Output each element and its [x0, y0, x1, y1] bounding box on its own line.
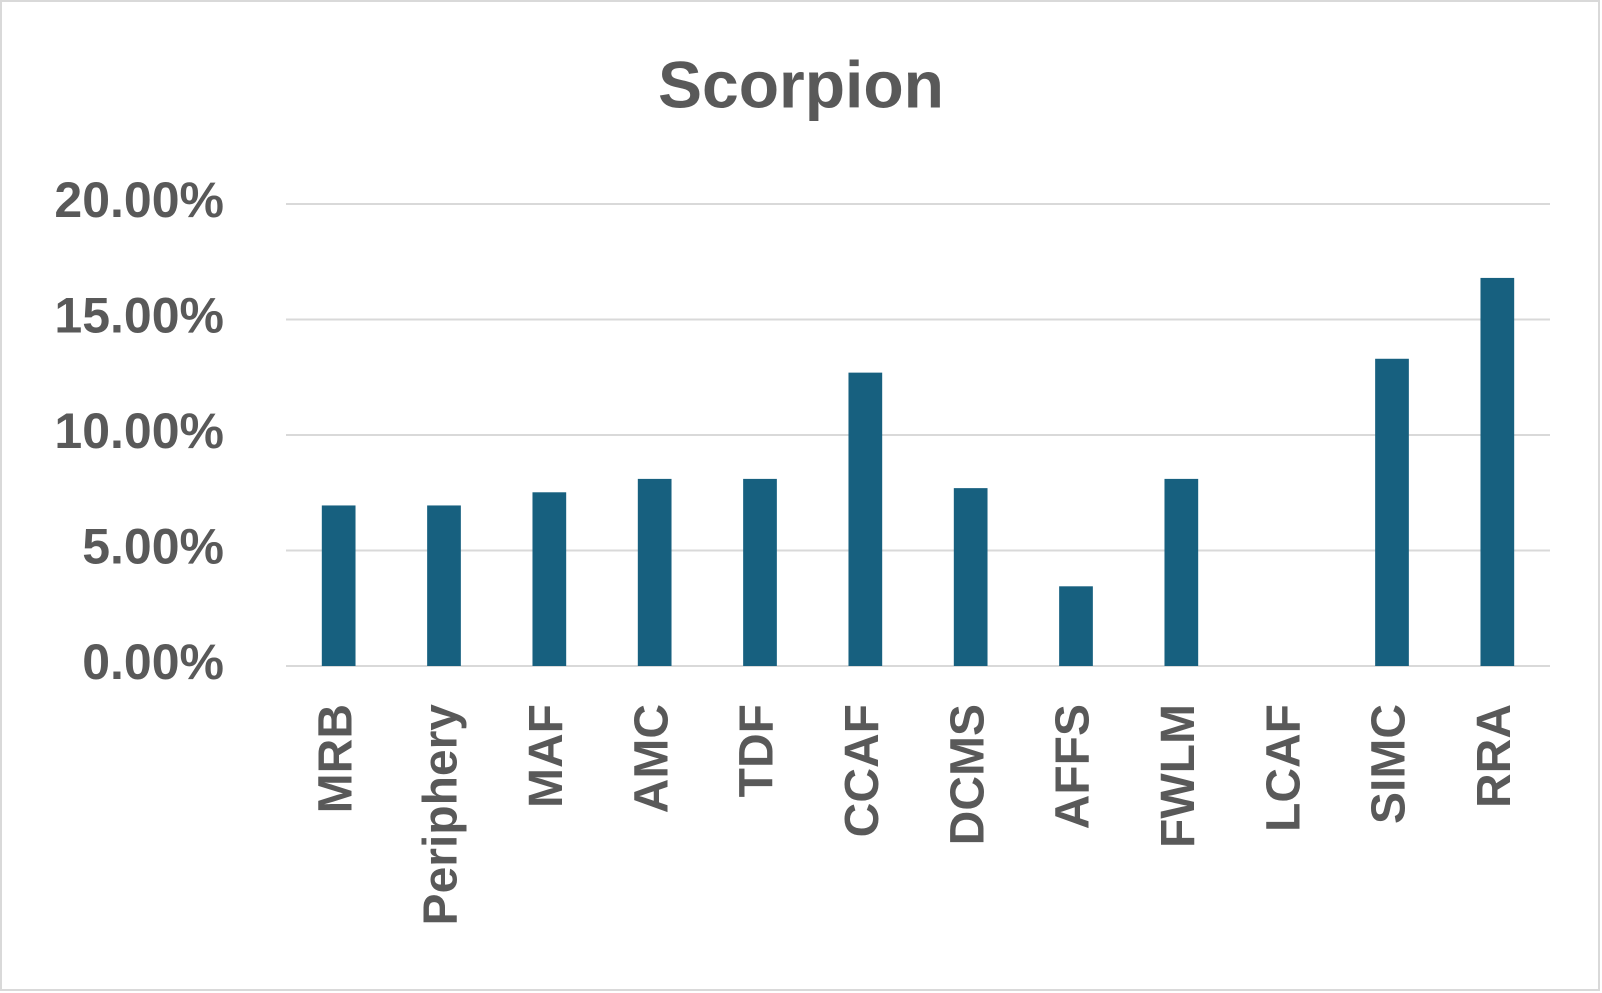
y-tick-label: 5.00% [82, 519, 224, 575]
y-tick-label: 0.00% [82, 634, 224, 690]
bar [1375, 358, 1409, 666]
y-tick-label: 20.00% [54, 172, 224, 228]
chart-title: Scorpion [658, 47, 944, 121]
bar [1480, 277, 1515, 666]
bar [637, 478, 672, 666]
bar [848, 372, 883, 666]
x-tick-label: LCAF [1257, 704, 1310, 832]
x-tick-label: MAF [520, 704, 573, 808]
x-tick-label: AMC [625, 704, 678, 813]
x-tick-label: MRB [309, 704, 362, 813]
bar [953, 488, 988, 666]
bar [532, 492, 567, 666]
bar [427, 505, 461, 666]
x-tick-label: CCAF [836, 704, 889, 837]
x-tick-label: RRA [1468, 704, 1521, 808]
x-tick-label: FWLM [1152, 704, 1205, 848]
x-tick-label: AFFS [1047, 704, 1100, 829]
x-tick-label: TDF [731, 704, 784, 797]
y-tick-label: 15.00% [54, 288, 224, 344]
x-tick-label: Periphery [415, 704, 468, 926]
x-tick-label: DCMS [941, 704, 994, 845]
y-tick-label: 10.00% [54, 403, 224, 459]
bar [743, 478, 777, 666]
x-tick-label: SIMC [1363, 704, 1416, 824]
bar [1164, 478, 1199, 666]
bar [1059, 586, 1093, 666]
bar [321, 505, 356, 666]
